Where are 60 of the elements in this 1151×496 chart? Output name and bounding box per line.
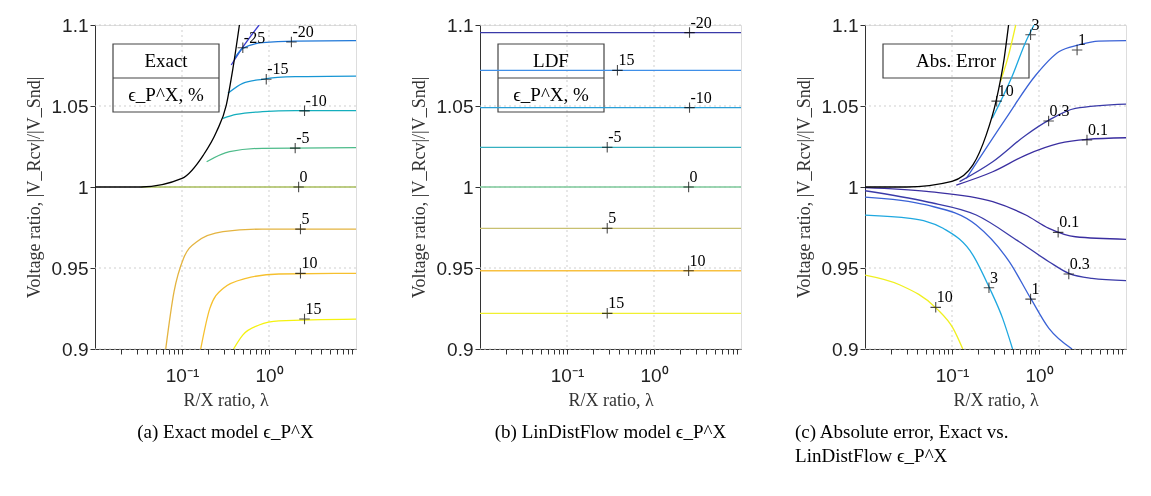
annotation: -5 — [608, 128, 622, 146]
y-tick-label: 0.95 — [821, 257, 859, 279]
annotation: -20 — [292, 23, 314, 41]
x-axis-title: R/X ratio, λ — [568, 389, 654, 410]
annotation: 1 — [1078, 30, 1087, 48]
annotation: 5 — [608, 209, 617, 227]
annotation: 10 — [689, 251, 706, 269]
y-axis-title: Voltage ratio, |V_Rcv|/|V_Snd| — [793, 76, 814, 299]
annotation: 0.3 — [1049, 102, 1070, 120]
x-tick-label: 10⁰ — [1025, 364, 1054, 386]
text: (a) Exact model ϵ_P^X — [137, 421, 315, 443]
annotation: 0 — [689, 168, 698, 185]
y-axis-title: Voltage ratio, |V_Rcv|/|V_Snd| — [23, 76, 44, 299]
annotation: 1 — [1031, 280, 1040, 298]
x-axis-title: R/X ratio, λ — [183, 389, 269, 410]
y-tick-label: 1 — [847, 176, 859, 198]
annotation: -10 — [690, 88, 712, 106]
annotation: 0.1 — [1087, 121, 1108, 139]
annotation: -10 — [305, 91, 327, 109]
annotation: 0 — [299, 168, 308, 185]
y-tick-label: 0.95 — [436, 257, 474, 279]
y-tick-label: 1 — [462, 176, 474, 198]
y-axis-title: Voltage ratio, |V_Rcv|/|V_Snd| — [408, 76, 429, 299]
y-tick-label: 1 — [77, 176, 89, 198]
legend-title: LDF — [533, 50, 569, 71]
annotation: ϵ_P^X, % — [513, 84, 590, 105]
x-tick-label: 10⁰ — [640, 364, 669, 386]
x-tick-label: 10⁻¹ — [165, 364, 200, 386]
y-tick-label: 1.05 — [436, 95, 474, 117]
annotation: 0.3 — [1069, 254, 1090, 272]
y-tick-label: 0.9 — [62, 338, 89, 360]
x-tick-label: 10⁻¹ — [550, 364, 585, 386]
y-tick-label: 0.9 — [447, 338, 474, 360]
x-axis-title: R/X ratio, λ — [953, 389, 1039, 410]
text: (b) LinDistFlow model ϵ_P^X — [494, 421, 727, 443]
annotation: -15 — [267, 60, 289, 78]
y-tick-label: 1.1 — [832, 14, 859, 36]
y-tick-label: 1.1 — [62, 14, 89, 36]
annotation: -5 — [296, 129, 310, 147]
text: (c) Absolute error, Exact vs. LinDistFlow ϵ_P^X — [795, 421, 1009, 466]
y-tick-label: 0.9 — [832, 338, 859, 360]
annotation: 5 — [301, 210, 310, 228]
y-tick-label: 1.05 — [51, 95, 89, 117]
annotation: 10 — [301, 254, 318, 272]
y-tick-label: 1.1 — [447, 14, 474, 36]
annotation: ϵ_P^X, % — [128, 84, 205, 105]
annotation: 10 — [936, 288, 953, 306]
annotation: -20 — [690, 13, 712, 31]
annotation: Abs. Error — [915, 50, 997, 71]
legend-title: Exact — [144, 50, 189, 71]
annotation: 15 — [608, 294, 625, 312]
annotation: 15 — [618, 51, 635, 69]
annotation: 0.1 — [1059, 213, 1080, 231]
x-tick-label: 10⁰ — [255, 364, 284, 386]
y-tick-label: 1.05 — [821, 95, 859, 117]
annotation: 3 — [989, 268, 998, 286]
y-tick-label: 0.95 — [51, 257, 89, 279]
x-tick-label: 10⁻¹ — [935, 364, 970, 386]
annotation: 15 — [305, 300, 322, 318]
annotation: 3 — [1031, 15, 1040, 33]
